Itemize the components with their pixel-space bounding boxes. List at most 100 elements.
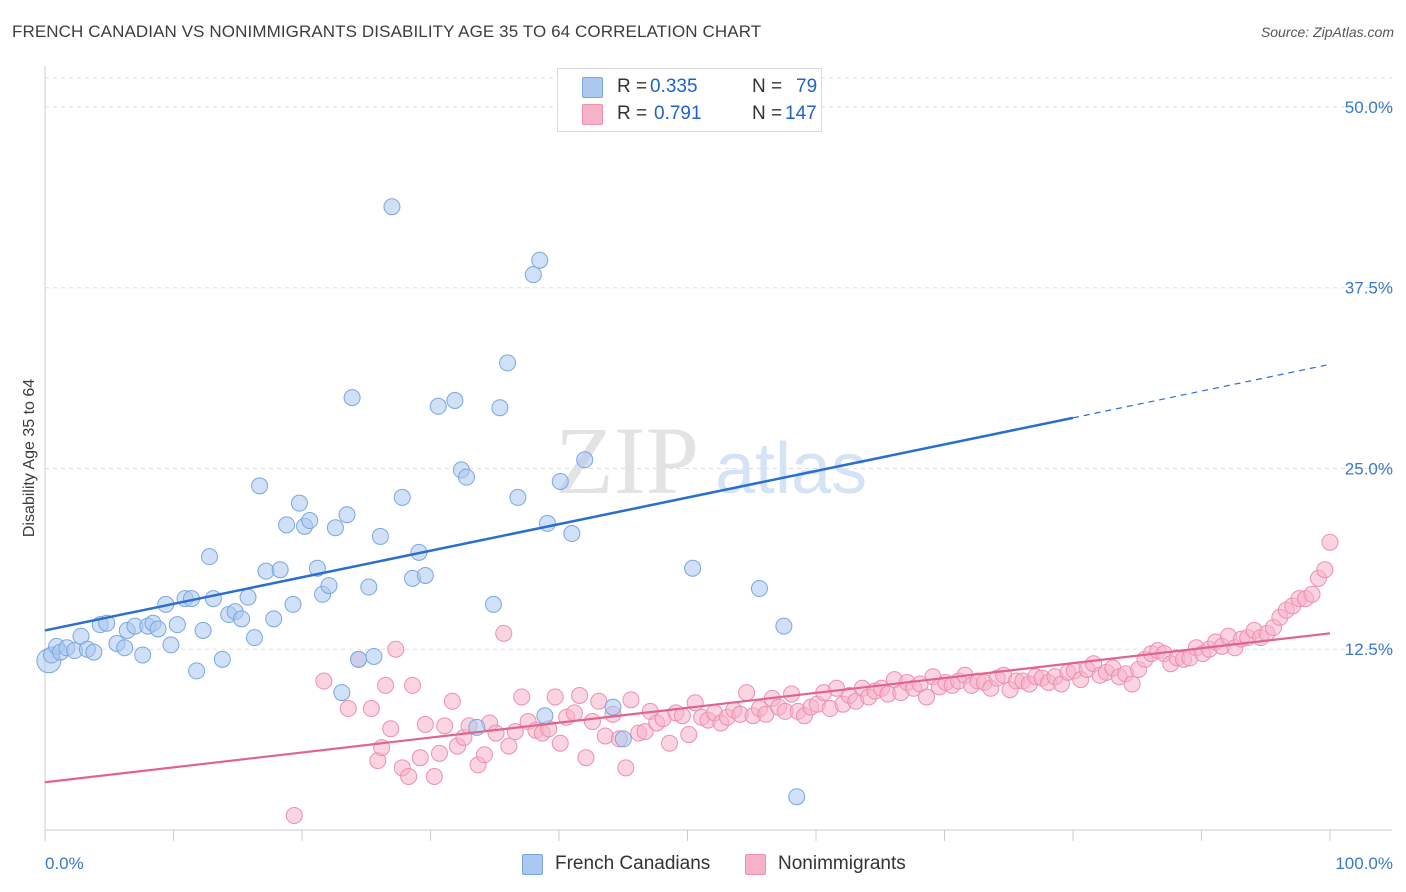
nonimmigrant-point bbox=[377, 676, 395, 694]
n-value: 147 bbox=[785, 103, 817, 124]
nonimmigrants-points bbox=[285, 533, 1339, 825]
french-canadian-point bbox=[576, 451, 594, 469]
french-canadian-point bbox=[162, 636, 180, 654]
french-canadian-point bbox=[614, 730, 632, 748]
nonimmigrant-point bbox=[513, 688, 531, 706]
pink-swatch bbox=[745, 854, 766, 875]
y-axis-label: Disability Age 35 to 64 bbox=[21, 379, 38, 537]
nonimmigrant-point bbox=[404, 676, 422, 694]
french-canadian-point bbox=[251, 477, 269, 495]
french-canadian-point bbox=[326, 519, 344, 537]
watermark: ZIP atlas bbox=[555, 407, 867, 514]
nonimmigrant-point bbox=[661, 734, 679, 752]
french-canadians-trend-extension bbox=[1072, 363, 1331, 419]
correlation-legend: R = 0.335 N = 79 R = 0.791 N = 147 bbox=[557, 68, 822, 132]
y-tick-label: 37.5% bbox=[1345, 279, 1393, 298]
french-canadian-point bbox=[301, 512, 319, 530]
x-tick-label: 100.0% bbox=[1335, 854, 1393, 873]
nonimmigrant-point bbox=[430, 744, 448, 762]
french-canadian-point bbox=[290, 494, 308, 512]
french-canadian-point bbox=[429, 397, 447, 415]
nonimmigrant-point bbox=[583, 713, 601, 731]
n-value: 79 bbox=[796, 76, 818, 97]
nonimmigrant-point bbox=[339, 700, 357, 718]
nonimmigrant-point bbox=[571, 687, 589, 705]
french-canadian-point bbox=[338, 506, 356, 524]
nonimmigrant-point bbox=[636, 723, 654, 741]
nonimmigrant-point bbox=[443, 692, 461, 710]
x-tick-label: 0.0% bbox=[45, 854, 84, 873]
r-label: R = bbox=[617, 103, 648, 124]
nonimmigrant-point bbox=[1316, 561, 1334, 579]
nonimmigrant-point bbox=[590, 692, 608, 710]
french-canadian-point bbox=[446, 391, 464, 409]
french-canadian-point bbox=[194, 621, 212, 639]
french-canadian-point bbox=[491, 399, 509, 417]
n-label: N = bbox=[752, 103, 783, 124]
french-canadian-point bbox=[551, 472, 569, 490]
nonimmigrant-point bbox=[673, 707, 691, 725]
nonimmigrant-point bbox=[918, 688, 936, 706]
nonimmigrant-point bbox=[577, 749, 595, 767]
nonimmigrant-point bbox=[411, 749, 429, 767]
nonimmigrant-point bbox=[596, 727, 614, 745]
french-canadian-point bbox=[213, 650, 231, 668]
french-canadian-point bbox=[284, 595, 302, 613]
nonimmigrant-point bbox=[1303, 585, 1321, 603]
nonimmigrant-point bbox=[362, 700, 380, 718]
nonimmigrant-point bbox=[828, 679, 846, 697]
french-canadian-point bbox=[343, 389, 361, 407]
legend-label: French Canadians bbox=[555, 853, 711, 874]
pink-swatch bbox=[582, 104, 603, 125]
french-canadian-point bbox=[271, 561, 289, 579]
legend-label: Nonimmigrants bbox=[778, 853, 906, 874]
french-canadian-point bbox=[360, 578, 378, 596]
nonimmigrant-point bbox=[757, 705, 775, 723]
nonimmigrant-point bbox=[487, 724, 505, 742]
series-legend: French Canadians Nonimmigrants bbox=[0, 852, 1406, 876]
y-tick-label: 25.0% bbox=[1345, 459, 1393, 478]
french-canadian-point bbox=[788, 788, 806, 806]
gridlines bbox=[45, 77, 1392, 650]
french-canadian-point bbox=[320, 577, 338, 595]
french-canadian-point bbox=[563, 525, 581, 543]
french-canadian-point bbox=[350, 650, 368, 668]
n-label: N = bbox=[752, 76, 783, 97]
nonimmigrant-point bbox=[551, 734, 569, 752]
nonimmigrant-point bbox=[1321, 533, 1339, 551]
french-canadian-point bbox=[257, 562, 275, 580]
nonimmigrant-point bbox=[400, 767, 418, 785]
y-tick-label: 50.0% bbox=[1345, 98, 1393, 117]
french-canadian-point bbox=[233, 610, 251, 628]
y-tick-label: 12.5% bbox=[1345, 640, 1393, 659]
french-canadian-point bbox=[531, 251, 549, 269]
french-canadian-point bbox=[604, 698, 622, 716]
french-canadian-point bbox=[457, 468, 475, 486]
french-canadian-point bbox=[204, 590, 222, 608]
source-credit: Source: ZipAtlas.com bbox=[1260, 24, 1394, 40]
axes bbox=[44, 66, 1392, 841]
nonimmigrant-point bbox=[622, 691, 640, 709]
french-canadian-point bbox=[499, 354, 517, 372]
french-canadian-point bbox=[371, 527, 389, 545]
nonimmigrant-point bbox=[1123, 675, 1141, 693]
nonimmigrant-point bbox=[382, 720, 400, 738]
french-canadian-point bbox=[416, 566, 434, 584]
nonimmigrant-point bbox=[500, 737, 518, 755]
trend-lines bbox=[44, 363, 1331, 784]
french-canadian-point bbox=[509, 488, 527, 506]
nonimmigrant-point bbox=[495, 624, 513, 642]
french-canadian-point bbox=[684, 559, 702, 577]
chart-title: FRENCH CANADIAN VS NONIMMIGRANTS DISABIL… bbox=[12, 22, 762, 41]
nonimmigrant-point bbox=[565, 704, 583, 722]
french-canadian-point bbox=[245, 629, 263, 647]
blue-swatch bbox=[582, 77, 603, 98]
french-canadian-point bbox=[278, 516, 296, 534]
french-canadian-point bbox=[168, 616, 186, 634]
french-canadian-point bbox=[200, 548, 218, 566]
french-canadian-point bbox=[383, 198, 401, 216]
french-canadian-point bbox=[149, 620, 167, 638]
r-label: R = bbox=[617, 76, 648, 97]
r-value: 0.791 bbox=[654, 103, 702, 124]
french-canadian-point bbox=[333, 684, 351, 702]
